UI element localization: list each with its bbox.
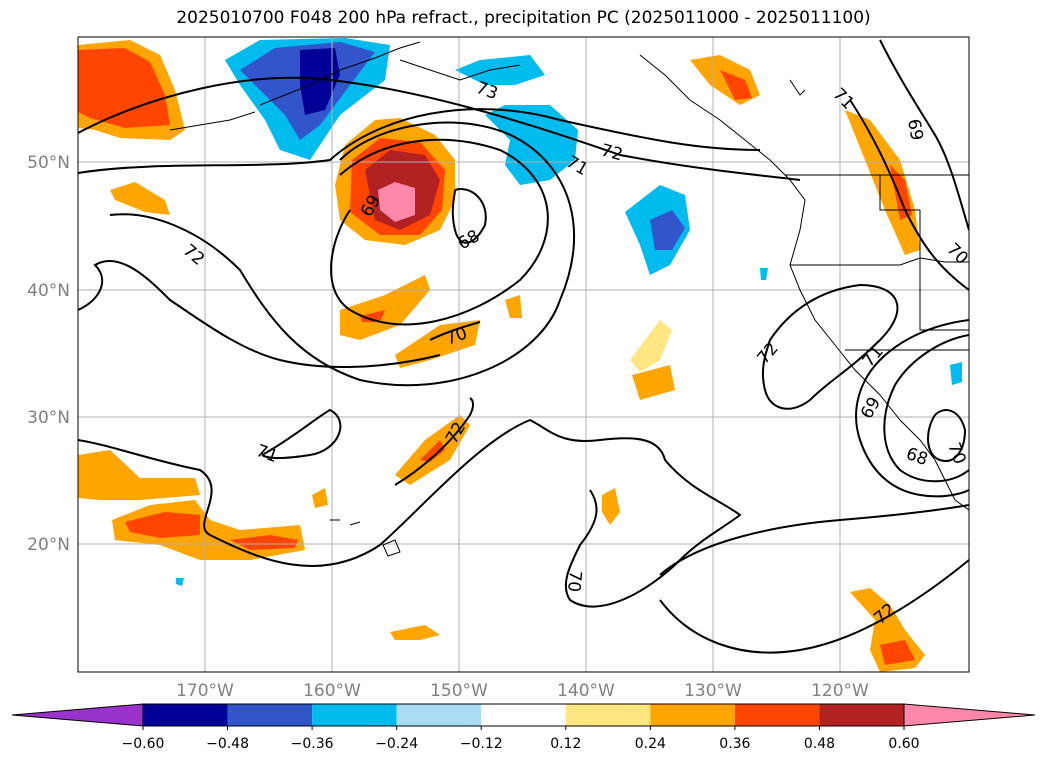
contour-label: 70: [563, 570, 585, 593]
colorbar-tick-label: −0.24: [375, 736, 418, 752]
coastlines: [169, 41, 969, 557]
colorbar-tick-label: −0.12: [460, 736, 503, 752]
lon-label: 130°W: [684, 681, 742, 701]
colorbar-segment: [396, 704, 482, 726]
lon-label: 150°W: [430, 681, 488, 701]
colorbar-tick-label: 0.24: [635, 736, 666, 752]
colorbar-segment: [312, 704, 397, 726]
lat-label: 50°N: [27, 153, 70, 173]
map-plot-area: 73 72 71 71 69 72 69 68 70 70 72 71 72 7…: [78, 37, 969, 672]
colorbar-tick-label: −0.60: [122, 736, 165, 752]
lat-label: 20°N: [27, 535, 70, 555]
lat-labels: 50°N 40°N 30°N 20°N: [27, 153, 70, 555]
lon-label: 170°W: [176, 681, 234, 701]
contour-label: 69: [903, 117, 926, 142]
colorbar-segment: [143, 704, 228, 726]
map-frame: [77, 36, 970, 673]
lon-labels: 170°W 160°W 150°W 140°W 130°W 120°W: [176, 681, 869, 701]
lat-label: 40°N: [27, 281, 70, 301]
refractivity-contours: [78, 39, 969, 654]
colorbar-frame: [142, 703, 905, 727]
lon-label: 140°W: [557, 681, 615, 701]
lon-label: 120°W: [811, 681, 869, 701]
colorbar-segment: [650, 704, 735, 726]
colorbar: −0.60 −0.48 −0.36 −0.24 −0.12 0.12 0.24 0.36 0.4…: [11, 703, 1036, 752]
graticule: [78, 37, 969, 672]
colorbar-tick-label: 0.60: [888, 736, 919, 752]
colorbar-tick-label: 0.36: [719, 736, 750, 752]
precip-region-goa: [455, 55, 545, 85]
map-title: 2025010700 F048 200 hPa refract., precip…: [176, 8, 871, 28]
colorbar-segment: [481, 704, 566, 726]
colorbar-extend-low: [11, 703, 144, 727]
colorbar-tick-label: −0.36: [291, 736, 334, 752]
lon-label: 160°W: [303, 681, 361, 701]
colorbar-segment: [819, 704, 904, 726]
lat-label: 30°N: [27, 408, 70, 428]
colorbar-segment: [565, 704, 651, 726]
colorbar-segment: [227, 704, 313, 726]
colorbar-tick-label: 0.48: [804, 736, 835, 752]
colorbar-extend-high: [903, 703, 1036, 727]
colorbar-tick-label: −0.48: [206, 736, 249, 752]
colorbar-segment: [734, 704, 820, 726]
colorbar-tick-label: 0.12: [550, 736, 581, 752]
